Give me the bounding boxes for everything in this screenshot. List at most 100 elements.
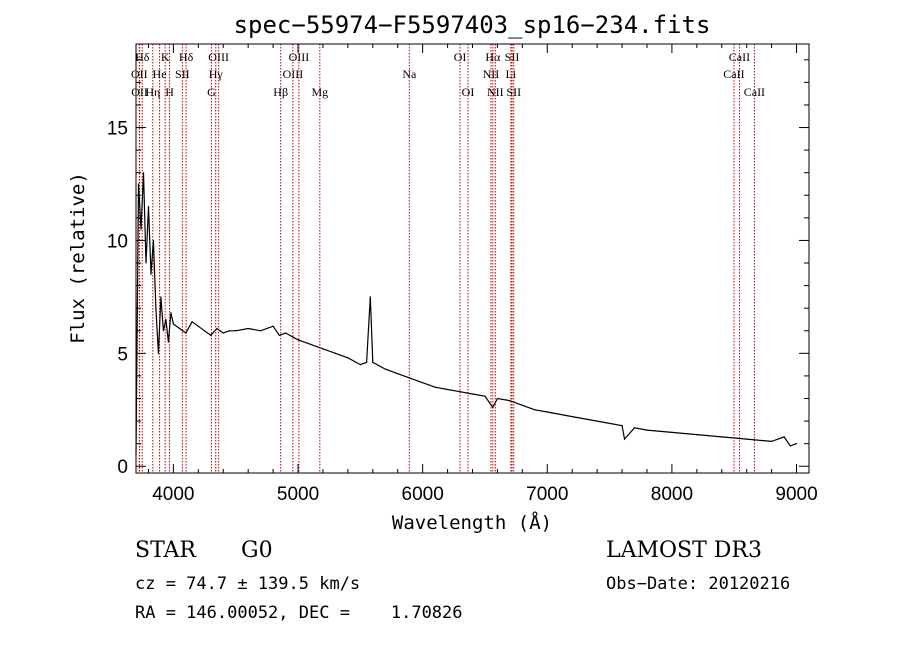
y-tick-label: 10 <box>107 231 128 252</box>
plot-frame <box>135 43 810 474</box>
spectrum-point <box>210 334 212 336</box>
spectrum-point <box>272 325 274 327</box>
spectrum-point <box>795 443 798 445</box>
line-marker-label: Mg <box>311 85 328 99</box>
spectrum-point <box>746 438 748 440</box>
spectrum-point <box>496 397 499 400</box>
y-tick-label: 0 <box>117 457 128 478</box>
spectrum-point <box>409 377 411 379</box>
spectrum-point <box>521 404 523 406</box>
y-axis-ticks: 0 5 10 15 <box>107 59 809 478</box>
line-marker-label: OI <box>462 85 475 99</box>
line-marker-label: Hη <box>145 85 160 99</box>
spectrum-point <box>372 361 374 363</box>
line-marker-label: OIII <box>289 50 310 64</box>
spectrum-point <box>155 307 157 309</box>
line-marker-label: OIII <box>283 67 304 81</box>
spectrum-point <box>172 323 174 325</box>
x-tick-label: 9000 <box>775 484 817 505</box>
spectrum-point <box>365 361 368 363</box>
spectrum-point <box>160 296 162 298</box>
spectrum-point <box>228 330 231 332</box>
spectrum-point <box>347 357 349 359</box>
spectrum-point <box>203 330 206 332</box>
spectrum-point <box>633 427 636 429</box>
line-marker-label: OIII <box>208 50 229 64</box>
spectrum-point <box>334 352 337 354</box>
spectrum-point <box>322 348 324 350</box>
object-class: STAR <box>135 538 196 563</box>
spectrum-point <box>260 330 262 332</box>
spectrum-series <box>135 172 798 456</box>
spectrum-point <box>783 436 785 438</box>
spectrum-point <box>721 436 723 438</box>
spectrum-point <box>216 327 218 330</box>
line-marker-label: NII <box>483 67 500 81</box>
line-marker-label: Na <box>402 67 417 81</box>
spectrum-point <box>162 330 165 332</box>
line-marker-label: Hγ <box>209 67 224 81</box>
line-marker-label: H <box>165 85 174 99</box>
obs-date: Obs−Date: 20120216 <box>606 574 791 594</box>
spectrum-point <box>167 341 170 343</box>
spectrum-point <box>309 343 312 345</box>
line-marker-label: OII <box>131 85 148 99</box>
object-subclass: G0 <box>241 538 273 563</box>
spectrum-point <box>235 330 237 332</box>
spectrum-point <box>671 431 673 433</box>
spectrum-point <box>771 440 773 442</box>
spectrum-point <box>384 368 386 370</box>
spectrum-point <box>165 318 167 321</box>
survey-name: LAMOST DR3 <box>606 538 762 563</box>
spectrum-point <box>623 438 626 440</box>
spectrum-line <box>135 172 797 455</box>
ra-dec: RA = 146.00052, DEC = 1.70826 <box>135 603 463 623</box>
line-marker-label: CaII <box>723 67 744 81</box>
x-tick-label: 6000 <box>402 484 444 505</box>
spectrum-point <box>147 205 150 208</box>
y-axis-label: Flux (relative) <box>67 172 89 344</box>
spectrum-point <box>137 183 140 185</box>
spectrum-point <box>278 334 280 336</box>
spectrum-point <box>397 373 399 375</box>
spectrum-point <box>157 352 160 354</box>
spectrum-point <box>222 332 224 334</box>
y-tick-label: 5 <box>117 344 128 365</box>
spectrum-point <box>546 411 548 413</box>
spectrum-point <box>621 424 623 427</box>
x-axis-ticks: 4000 5000 6000 7000 8000 9000 <box>147 44 818 505</box>
spectrum-point <box>170 312 172 314</box>
line-marker-label: Li <box>506 67 517 81</box>
line-marker-label: CaII <box>729 50 750 64</box>
line-marker-label: K <box>161 50 170 64</box>
y-tick-label: 15 <box>107 119 128 140</box>
spectrum-point <box>446 388 449 391</box>
spectrum-point <box>152 239 155 242</box>
spectrum-point <box>179 327 181 330</box>
spectrum-point <box>284 332 287 334</box>
line-marker-label: SII <box>175 67 190 81</box>
spectrum-point <box>145 262 147 264</box>
chart-title: spec−55974−F5597403_sp16−234.fits <box>234 11 711 39</box>
spectrum-point <box>191 321 193 323</box>
spectrum-point <box>492 406 494 409</box>
redshift-text: cz = 74.7 ± 139.5 km/s <box>135 574 361 594</box>
line-marker-label: NII <box>487 85 504 99</box>
spectrum-point <box>422 382 424 384</box>
x-tick-label: 8000 <box>651 484 693 505</box>
line-marker-label: He <box>153 67 167 81</box>
spectrum-point <box>135 454 137 456</box>
line-marker-label: Hβ <box>273 85 288 99</box>
spectrum-point <box>459 391 461 393</box>
x-tick-label: 7000 <box>526 484 568 505</box>
spectrum-point <box>484 395 486 397</box>
line-marker-label: SII <box>505 50 520 64</box>
spectrum-point <box>297 339 299 341</box>
x-axis-label: Wavelength (Å) <box>392 511 552 534</box>
spectrum-point <box>646 429 648 431</box>
spectrum-point <box>434 386 436 388</box>
spectrum-point <box>789 445 791 447</box>
line-marker-label: CaII <box>744 85 765 99</box>
line-marker-label: OI <box>454 50 467 64</box>
line-marker-label: G <box>207 85 216 99</box>
